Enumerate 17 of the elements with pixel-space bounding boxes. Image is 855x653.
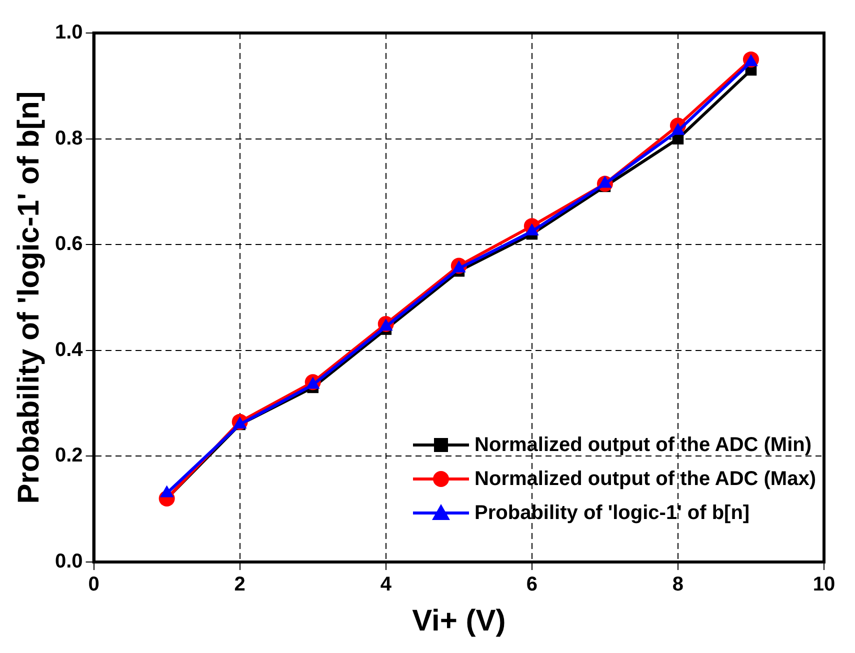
x-tick-label: 2 — [234, 574, 246, 596]
y-axis-title: Probability of 'logic-1' of b[n] — [12, 91, 46, 504]
x-tick-label: 4 — [380, 574, 392, 596]
legend-label: Probability of 'logic-1' of b[n] — [474, 501, 750, 526]
y-tick-label: 1.0 — [54, 22, 83, 44]
y-tick-label: 0.2 — [54, 444, 83, 467]
legend-label: Normalized output of the ADC (Min) — [474, 433, 812, 458]
y-tick-label: 0.6 — [54, 233, 83, 256]
x-tick-label: 6 — [526, 574, 538, 596]
y-tick-label: 0.4 — [54, 338, 84, 361]
x-tick-label: 10 — [812, 574, 836, 596]
x-tick-label: 0 — [88, 574, 100, 596]
y-tick-label: 0.8 — [54, 127, 83, 150]
x-tick-label: 8 — [672, 574, 684, 596]
x-axis-title: Vi+ (V) — [412, 604, 506, 638]
y-tick-label: 0.0 — [54, 550, 83, 573]
legend-label: Normalized output of the ADC (Max) — [474, 467, 816, 492]
